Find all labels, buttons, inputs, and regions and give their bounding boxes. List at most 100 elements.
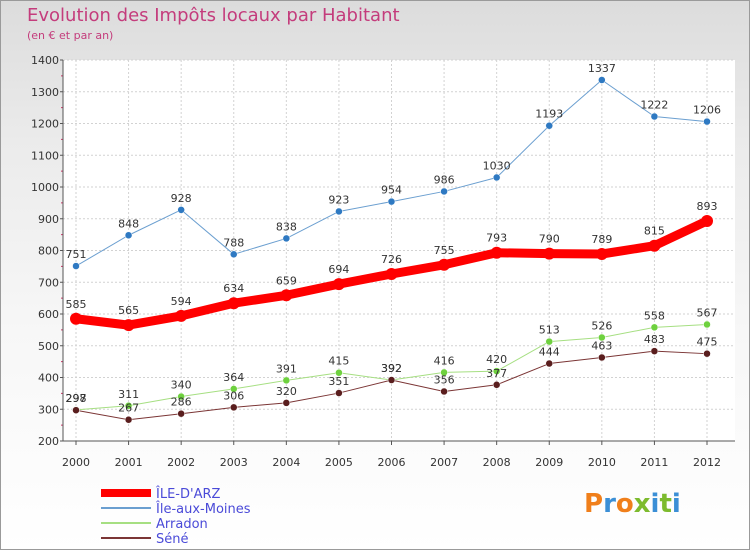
data-point	[492, 173, 501, 182]
logo-letter: o	[615, 489, 634, 519]
data-label: 306	[223, 389, 244, 402]
data-label: 954	[381, 184, 402, 197]
x-tick-label: 2008	[483, 456, 511, 469]
x-tick-label: 2002	[167, 456, 195, 469]
data-point	[72, 262, 80, 270]
data-label: 356	[434, 373, 455, 386]
x-tick-label: 2011	[640, 456, 668, 469]
data-label: 726	[381, 253, 402, 266]
data-label: 391	[276, 362, 297, 375]
data-point	[122, 319, 135, 332]
logo-letter: P	[584, 489, 604, 519]
data-point	[650, 323, 659, 332]
data-label: 340	[171, 379, 192, 392]
x-tick-label: 2006	[378, 456, 406, 469]
y-tick-label: 800	[38, 245, 59, 258]
data-point	[124, 231, 133, 240]
legend-label: Arradon	[156, 517, 208, 532]
legend-label: ÎLE-D'ARZ	[155, 486, 220, 502]
data-label: 415	[328, 355, 349, 368]
data-point	[177, 392, 185, 401]
data-point	[230, 385, 238, 393]
y-tick-label: 200	[38, 435, 59, 448]
data-point	[650, 347, 659, 355]
data-point	[335, 389, 343, 397]
data-label: 788	[223, 236, 244, 249]
data-label: 755	[434, 244, 455, 257]
x-tick-label: 2005	[325, 456, 353, 469]
data-label: 364	[223, 371, 244, 384]
data-point	[438, 258, 451, 271]
data-point	[440, 368, 448, 377]
data-label: 320	[276, 385, 297, 398]
y-tick-label: 600	[38, 308, 59, 321]
data-label: 392	[381, 362, 402, 375]
data-point	[332, 278, 345, 291]
x-tick-label: 2012	[693, 456, 721, 469]
data-point	[387, 197, 396, 206]
data-label: 483	[644, 333, 665, 346]
data-point	[280, 289, 293, 302]
logo-letter: t	[659, 489, 672, 519]
data-point	[70, 312, 82, 325]
proxiti-logo: Proxiti	[584, 489, 681, 519]
y-tick-label: 1200	[31, 118, 59, 131]
data-label: 838	[276, 220, 297, 233]
data-point	[177, 409, 185, 418]
y-tick-label: 1100	[31, 149, 59, 162]
data-point	[545, 121, 553, 130]
data-label: 286	[171, 396, 192, 409]
data-point	[492, 381, 501, 389]
data-point	[703, 117, 711, 126]
data-point	[490, 246, 503, 259]
data-point	[703, 320, 711, 329]
data-label: 526	[591, 319, 612, 332]
data-point	[648, 239, 661, 252]
data-label: 1206	[693, 104, 721, 117]
data-label: 267	[118, 402, 139, 415]
x-tick-label: 2003	[220, 456, 248, 469]
data-point	[440, 187, 448, 196]
x-tick-label: 2001	[115, 456, 143, 469]
data-point	[335, 207, 343, 216]
data-label: 793	[486, 232, 507, 245]
data-label: 1337	[588, 62, 616, 75]
logo-letter: r	[603, 489, 616, 519]
data-point	[492, 367, 501, 375]
data-label: 659	[276, 274, 297, 287]
data-label: 1222	[640, 99, 668, 112]
y-tick-label: 500	[38, 340, 59, 353]
data-point	[385, 267, 398, 280]
data-point	[282, 376, 291, 385]
data-label: 594	[171, 295, 192, 308]
x-tick-label: 2009	[535, 456, 563, 469]
data-label: 565	[118, 304, 139, 317]
data-label: 444	[539, 346, 560, 359]
data-label: 790	[539, 233, 560, 246]
data-point	[598, 76, 606, 84]
logo-letter: i	[671, 489, 681, 519]
data-label: 298	[66, 392, 87, 405]
data-label: 1193	[535, 108, 563, 121]
x-tick-label: 2004	[272, 456, 300, 469]
data-label: 986	[434, 173, 455, 186]
logo-letter: i	[650, 489, 660, 519]
data-point	[175, 309, 188, 322]
data-point	[545, 337, 553, 346]
data-label: 463	[591, 339, 612, 352]
data-label: 789	[591, 233, 612, 246]
data-point	[282, 234, 291, 243]
data-label: 377	[486, 367, 507, 380]
data-label: 297	[66, 392, 87, 405]
data-point	[282, 399, 291, 407]
data-label: 351	[328, 375, 349, 388]
data-label: 420	[486, 353, 507, 366]
data-label: 513	[539, 324, 560, 337]
data-label: 751	[66, 248, 87, 261]
data-label: 893	[697, 200, 718, 213]
data-label: 311	[118, 388, 139, 401]
data-point	[124, 402, 133, 410]
data-point	[543, 247, 556, 260]
data-point	[72, 406, 80, 414]
